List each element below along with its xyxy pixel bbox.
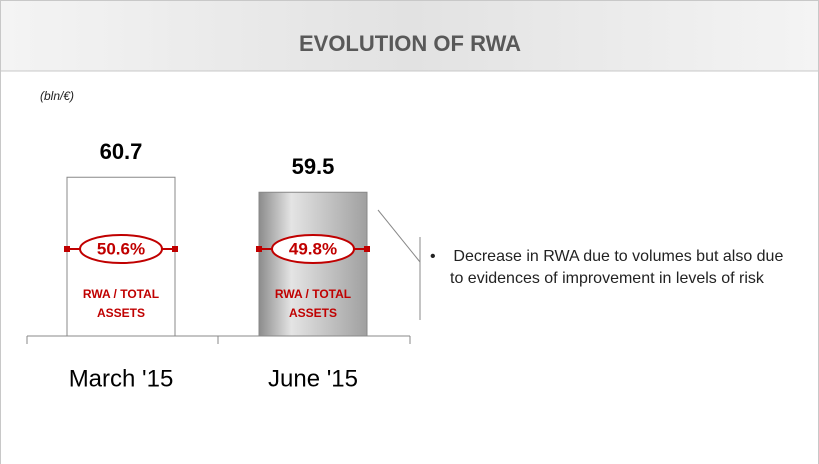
ratio-marker (172, 246, 178, 252)
x-tick-label: June '15 (268, 365, 358, 392)
ratio-oval (79, 234, 163, 264)
ratio-name: RWA / TOTAL ASSETS (82, 287, 160, 320)
ratio-oval (271, 234, 355, 264)
ratio-name: RWA / TOTAL ASSETS (274, 287, 352, 320)
header (1, 1, 818, 71)
x-tick-label: March '15 (69, 365, 174, 392)
value-label: 59.5 (292, 154, 335, 179)
unit-label: (bln/€) (40, 89, 74, 103)
chart-title: EVOLUTION OF RWA (299, 31, 521, 56)
note-text: Decrease in RWA due to volumes but also … (450, 248, 784, 287)
ratio-marker (64, 246, 70, 252)
ratio-marker (256, 246, 262, 252)
bracket (377, 209, 421, 263)
value-label: 60.7 (100, 139, 143, 164)
ratio-label: 50.6% (97, 239, 145, 258)
ratio-marker (364, 246, 370, 252)
ratio-label: 49.8% (289, 239, 337, 258)
note: • Decrease in RWA due to volumes but als… (430, 248, 784, 287)
bar (258, 191, 368, 337)
